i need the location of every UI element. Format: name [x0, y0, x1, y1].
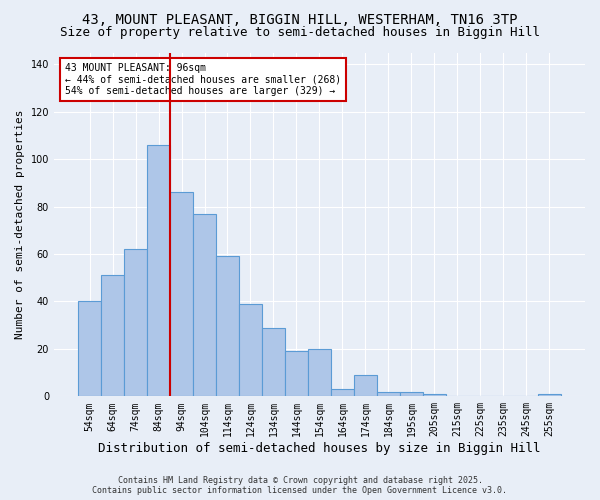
Bar	[285, 352, 308, 397]
Bar	[538, 394, 561, 396]
Bar	[78, 302, 101, 396]
Bar	[193, 214, 216, 396]
Bar	[423, 394, 446, 396]
Bar	[101, 276, 124, 396]
Bar	[354, 375, 377, 396]
Bar	[308, 349, 331, 397]
Bar	[216, 256, 239, 396]
Bar	[331, 389, 354, 396]
Bar	[170, 192, 193, 396]
Bar	[262, 328, 285, 396]
Text: Size of property relative to semi-detached houses in Biggin Hill: Size of property relative to semi-detach…	[60, 26, 540, 39]
X-axis label: Distribution of semi-detached houses by size in Biggin Hill: Distribution of semi-detached houses by …	[98, 442, 541, 455]
Y-axis label: Number of semi-detached properties: Number of semi-detached properties	[15, 110, 25, 339]
Bar	[124, 250, 147, 396]
Bar	[400, 392, 423, 396]
Text: Contains HM Land Registry data © Crown copyright and database right 2025.
Contai: Contains HM Land Registry data © Crown c…	[92, 476, 508, 495]
Text: 43, MOUNT PLEASANT, BIGGIN HILL, WESTERHAM, TN16 3TP: 43, MOUNT PLEASANT, BIGGIN HILL, WESTERH…	[82, 12, 518, 26]
Bar	[377, 392, 400, 396]
Text: 43 MOUNT PLEASANT: 96sqm
← 44% of semi-detached houses are smaller (268)
54% of : 43 MOUNT PLEASANT: 96sqm ← 44% of semi-d…	[65, 63, 341, 96]
Bar	[239, 304, 262, 396]
Bar	[147, 145, 170, 397]
